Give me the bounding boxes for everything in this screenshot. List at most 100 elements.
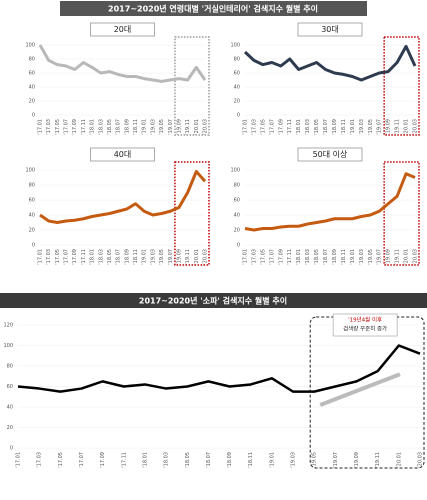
y-tick-label: 60: [29, 198, 35, 204]
x-tick-label: '20.03: [203, 249, 209, 265]
chart-title: 40대: [114, 150, 132, 159]
y-tick-label: 40: [234, 213, 240, 219]
x-tick-label: '20.03: [413, 249, 419, 265]
x-tick-label: '19.03: [150, 249, 156, 265]
highlight-box: [174, 161, 210, 266]
x-tick-label: '19.03: [291, 452, 297, 468]
x-tick-label: '20.01: [404, 119, 410, 135]
x-tick-label: '17.05: [55, 119, 61, 135]
x-tick-label: '18.11: [133, 119, 139, 135]
x-tick-label: '17.09: [278, 249, 284, 265]
x-tick-label: '19.05: [312, 452, 318, 468]
series-line: [244, 172, 416, 232]
chart-title: 50대 이상: [313, 149, 348, 159]
x-tick-label: '18.03: [305, 249, 311, 265]
y-tick-label: 20: [7, 425, 13, 431]
chart-title-box: [90, 147, 155, 162]
x-tick-label: '18.09: [332, 249, 338, 265]
x-tick-label: '19.05: [368, 249, 374, 265]
x-tick-label: '17.03: [46, 119, 52, 135]
annotation: 검색량 꾸준히 증가: [343, 325, 387, 333]
x-tick-label: '19.09: [176, 119, 182, 135]
x-tick-label: '17.05: [55, 249, 61, 265]
x-tick-label: '18.07: [116, 119, 122, 135]
x-tick-label: '18.09: [124, 119, 130, 135]
x-tick-label: '17.09: [72, 119, 78, 135]
y-tick-label: 40: [29, 85, 35, 91]
x-tick-label: '17.01: [38, 249, 44, 265]
x-tick-label: '17.03: [251, 119, 257, 135]
chart-title-box: [297, 147, 363, 162]
x-tick-label: '17.03: [46, 249, 52, 265]
y-tick-label: 0: [32, 113, 35, 119]
x-tick-label: '18.01: [90, 249, 96, 265]
x-tick-label: '18.01: [90, 119, 96, 135]
x-tick-label: '19.03: [150, 119, 156, 135]
y-tick-label: 100: [3, 343, 13, 349]
x-tick-label: '17.03: [251, 249, 257, 265]
highlight-box: [383, 36, 420, 136]
x-tick-label: '18.03: [98, 119, 104, 135]
banner: [0, 293, 427, 308]
x-tick-label: '18.11: [341, 119, 347, 135]
x-tick-label: '17.05: [260, 249, 266, 265]
x-tick-label: '17.11: [81, 249, 87, 265]
y-tick-label: 60: [234, 71, 240, 77]
x-tick-label: '18.11: [133, 249, 139, 265]
x-tick-label: '17.01: [243, 119, 249, 135]
x-tick-label: '18.07: [206, 452, 212, 468]
y-tick-label: 0: [10, 446, 13, 452]
annotation: '19년4월 이후: [348, 316, 382, 324]
y-tick-label: 60: [29, 71, 35, 77]
x-tick-label: '18.09: [124, 249, 130, 265]
x-tick-label: '19.01: [350, 249, 356, 265]
y-tick-label: 0: [237, 243, 240, 249]
x-tick-label: '19.11: [395, 249, 401, 265]
annotation-box: [332, 313, 398, 337]
x-tick-label: '18.01: [142, 452, 148, 468]
banner-title: 2017~2020년 연령대별 '거실인테리어' 검색지수 월별 추이: [108, 4, 318, 14]
highlight-box: [309, 316, 425, 469]
banner: [60, 1, 367, 16]
x-tick-label: '17.01: [38, 119, 44, 135]
series-line: [17, 344, 421, 393]
y-tick-label: 20: [234, 99, 240, 105]
x-tick-label: '19.01: [350, 119, 356, 135]
x-tick-label: '19.03: [359, 119, 365, 135]
x-tick-label: '18.01: [296, 249, 302, 265]
y-tick-label: 80: [29, 183, 35, 189]
y-tick-label: 20: [29, 228, 35, 234]
x-tick-label: '18.11: [248, 452, 254, 468]
x-tick-label: '19.11: [395, 119, 401, 135]
x-tick-label: '18.03: [305, 119, 311, 135]
x-tick-label: '17.05: [58, 452, 64, 468]
x-tick-label: '18.05: [107, 249, 113, 265]
x-tick-label: '19.11: [185, 249, 191, 265]
x-tick-label: '19.01: [142, 249, 148, 265]
x-tick-label: '17.07: [269, 249, 275, 265]
y-tick-label: 60: [7, 384, 13, 390]
x-tick-label: '19.01: [269, 452, 275, 468]
y-tick-label: 80: [234, 57, 240, 63]
chart-title: 20대: [114, 25, 132, 34]
x-tick-label: '20.01: [194, 119, 200, 135]
x-tick-label: '19.05: [368, 119, 374, 135]
x-tick-label: '17.09: [100, 452, 106, 468]
x-tick-label: '18.07: [323, 249, 329, 265]
y-tick-label: 40: [29, 213, 35, 219]
x-tick-label: '17.07: [64, 249, 70, 265]
x-tick-label: '17.01: [16, 452, 22, 468]
y-tick-label: 100: [25, 168, 35, 174]
x-tick-label: '17.11: [81, 119, 87, 135]
y-tick-label: 80: [29, 57, 35, 63]
x-tick-label: '18.03: [98, 249, 104, 265]
x-tick-label: '19.09: [176, 249, 182, 265]
y-tick-label: 40: [7, 405, 13, 411]
x-tick-label: '17.07: [269, 119, 275, 135]
y-tick-label: 80: [234, 183, 240, 189]
x-tick-label: '17.11: [287, 119, 293, 135]
y-tick-label: 100: [230, 168, 240, 174]
x-tick-label: '17.09: [72, 249, 78, 265]
y-tick-label: 80: [7, 364, 13, 370]
